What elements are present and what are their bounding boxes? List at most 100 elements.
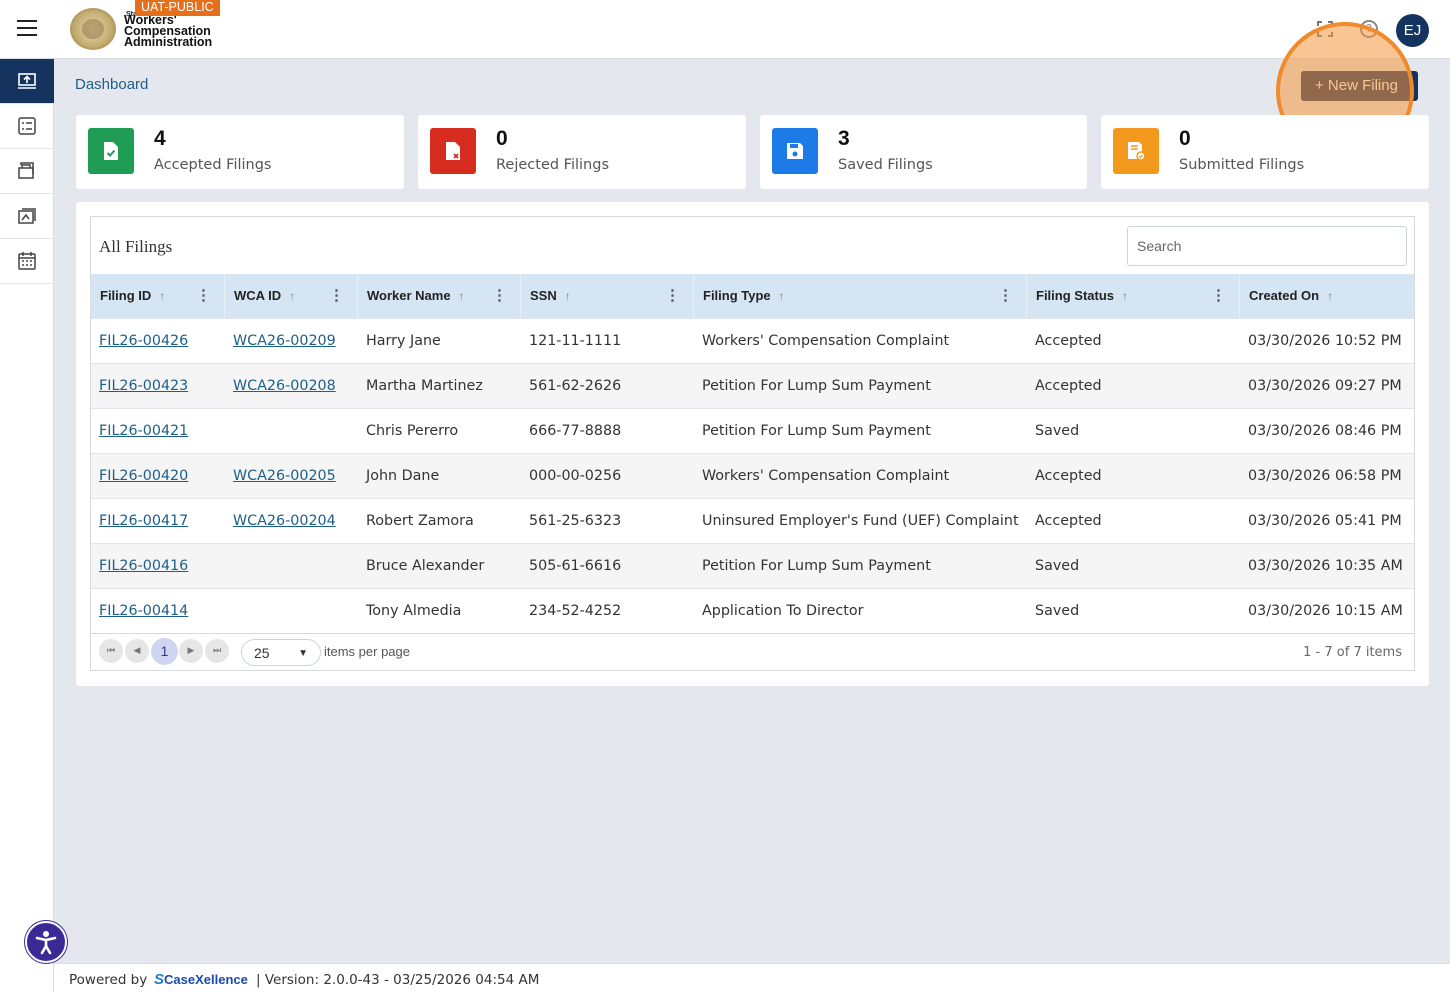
table-row[interactable]: FIL26-00414 Tony Almedia 234-52-4252 Applic… <box>91 588 1414 633</box>
stat-card-submitted[interactable]: 0 Submitted Filings <box>1101 115 1429 189</box>
table-row[interactable]: FIL26-00417 WCA26-00204 Robert Zamora 561-2… <box>91 498 1414 543</box>
column-menu-icon[interactable]: ⋮ <box>329 287 344 304</box>
cell-filing-type: Petition For Lump Sum Payment <box>702 378 931 394</box>
top-header: State Workers' Compensation Administrati… <box>0 0 1450 59</box>
column-menu-icon[interactable]: ⋮ <box>1211 287 1226 304</box>
stat-label: Submitted Filings <box>1179 157 1305 173</box>
cell-filing-id-link[interactable]: FIL26-00426 <box>99 333 189 349</box>
user-avatar[interactable]: EJ <box>1396 14 1429 47</box>
table-row[interactable]: FIL26-00420 WCA26-00205 John Dane 000-00-02… <box>91 453 1414 498</box>
cell-created-on: 03/30/2026 05:41 PM <box>1248 513 1402 529</box>
current-page-button[interactable]: 1 <box>151 638 178 665</box>
grid-title: All Filings <box>99 237 173 256</box>
column-header-created-on[interactable]: Created On ↑ <box>1240 274 1414 318</box>
table-row[interactable]: FIL26-00416 Bruce Alexander 505-61-6616 Pet… <box>91 543 1414 588</box>
help-icon[interactable]: ? <box>1360 20 1378 38</box>
sort-arrow-icon[interactable]: ↑ <box>289 289 296 303</box>
agency-line-2: Compensation <box>124 24 211 38</box>
cell-filing-type: Petition For Lump Sum Payment <box>702 558 931 574</box>
vendor-logo: SCaseXellence <box>154 971 248 988</box>
last-page-icon[interactable]: ⏭ <box>205 639 229 663</box>
stat-card-accepted[interactable]: 4 Accepted Filings <box>76 115 404 189</box>
cell-worker-name: Harry Jane <box>366 333 441 349</box>
powered-by-text: Powered by <box>69 972 148 988</box>
filings-panel: All Filings Filing ID ↑ ⋮ WCA ID ↑ ⋮ Worker … <box>76 202 1429 686</box>
column-header-label: Worker Name <box>367 288 451 303</box>
vendor-logo-mark: S <box>154 971 165 988</box>
sidebar-item-calendar[interactable] <box>0 239 54 284</box>
sort-arrow-icon[interactable]: ↑ <box>1327 289 1334 303</box>
sidebar-item-dashboard[interactable] <box>0 59 54 104</box>
cell-ssn: 000-00-0256 <box>529 468 622 484</box>
items-count: 1 - 7 of 7 items <box>1303 645 1402 660</box>
calendar-icon <box>18 252 36 270</box>
sort-arrow-icon[interactable]: ↑ <box>564 289 571 303</box>
column-header-ssn[interactable]: SSN ↑ ⋮ <box>521 274 694 318</box>
cell-ssn: 121-11-1111 <box>529 333 622 349</box>
sidebar-item-tasks[interactable] <box>0 104 54 149</box>
stat-card-rejected[interactable]: 0 Rejected Filings <box>418 115 746 189</box>
sort-arrow-icon[interactable]: ↑ <box>778 289 785 303</box>
cell-filing-status: Saved <box>1035 558 1080 574</box>
items-per-page-label: items per page <box>324 644 410 659</box>
briefcase-icon <box>18 162 34 179</box>
cell-wca-id-link[interactable]: WCA26-00205 <box>233 468 336 484</box>
sort-arrow-icon[interactable]: ↑ <box>1122 289 1128 303</box>
table-row[interactable]: FIL26-00423 WCA26-00208 Martha Martinez 561… <box>91 363 1414 408</box>
cell-filing-id-link[interactable]: FIL26-00423 <box>99 378 189 394</box>
fullscreen-icon[interactable] <box>1316 20 1334 38</box>
next-page-icon[interactable]: ▶ <box>179 639 203 663</box>
cell-wca-id-link[interactable]: WCA26-00204 <box>233 513 336 529</box>
column-menu-icon[interactable]: ⋮ <box>665 287 680 304</box>
search-input[interactable] <box>1127 226 1407 266</box>
breadcrumb[interactable]: Dashboard <box>75 76 149 93</box>
column-header-wca-id[interactable]: WCA ID ↑ ⋮ <box>225 274 358 318</box>
cell-filing-status: Accepted <box>1035 468 1102 484</box>
stat-count: 0 <box>1179 127 1191 150</box>
column-header-label: Filing Type <box>703 288 771 303</box>
stat-card-saved[interactable]: 3 Saved Filings <box>760 115 1087 189</box>
column-header-filing-type[interactable]: Filing Type ↑ ⋮ <box>694 274 1027 318</box>
column-menu-icon[interactable]: ⋮ <box>492 287 507 304</box>
cell-filing-status: Saved <box>1035 423 1080 439</box>
cell-wca-id-link <box>225 409 233 453</box>
cell-filing-id-link[interactable]: FIL26-00414 <box>99 603 189 619</box>
cell-created-on: 03/30/2026 10:52 PM <box>1248 333 1402 349</box>
stat-label: Saved Filings <box>838 157 933 173</box>
cell-filing-status: Saved <box>1035 603 1080 619</box>
cell-ssn: 561-25-6323 <box>529 513 622 529</box>
sort-arrow-icon[interactable]: ↑ <box>159 289 166 303</box>
accessibility-icon[interactable] <box>25 921 67 963</box>
sidebar-item-documents[interactable] <box>0 194 54 239</box>
sort-arrow-icon[interactable]: ↑ <box>458 289 465 303</box>
sidebar-item-cases[interactable] <box>0 149 54 194</box>
column-header-filing-id[interactable]: Filing ID ↑ ⋮ <box>91 274 225 318</box>
column-menu-icon[interactable]: ⋮ <box>998 287 1013 304</box>
cell-filing-id-link[interactable]: FIL26-00416 <box>99 558 189 574</box>
stat-label: Rejected Filings <box>496 157 610 173</box>
cell-wca-id-link[interactable]: WCA26-00208 <box>233 378 336 394</box>
table-row[interactable]: FIL26-00421 Chris Pererro 666-77-8888 Petit… <box>91 408 1414 453</box>
cell-filing-id-link[interactable]: FIL26-00417 <box>99 513 189 529</box>
table-row[interactable]: FIL26-00426 WCA26-00209 Harry Jane 121-11-1… <box>91 318 1414 363</box>
cell-filing-id-link[interactable]: FIL26-00420 <box>99 468 189 484</box>
menu-icon[interactable] <box>17 20 37 36</box>
first-page-icon[interactable]: ⏮ <box>99 639 123 663</box>
cell-wca-id-link[interactable]: WCA26-00209 <box>233 333 336 349</box>
file-check-icon <box>88 128 134 174</box>
column-header-label: SSN <box>530 288 557 303</box>
cell-ssn: 561-62-2626 <box>529 378 622 394</box>
checklist-icon <box>18 117 36 135</box>
cell-created-on: 03/30/2026 08:46 PM <box>1248 423 1402 439</box>
column-header-filing-status[interactable]: Filing Status ↑ ⋮ <box>1027 274 1240 318</box>
column-header-worker-name[interactable]: Worker Name ↑ ⋮ <box>358 274 521 318</box>
documents-icon <box>18 208 36 224</box>
items-per-page-select[interactable]: 25 ▼ <box>241 639 321 666</box>
prev-page-icon[interactable]: ◀ <box>125 639 149 663</box>
stat-count: 3 <box>838 127 850 150</box>
new-filing-button[interactable]: + New Filing <box>1301 71 1418 101</box>
file-submitted-icon <box>1113 128 1159 174</box>
cell-filing-id-link[interactable]: FIL26-00421 <box>99 423 189 439</box>
column-menu-icon[interactable]: ⋮ <box>196 287 211 304</box>
cell-worker-name: Chris Pererro <box>366 423 459 439</box>
